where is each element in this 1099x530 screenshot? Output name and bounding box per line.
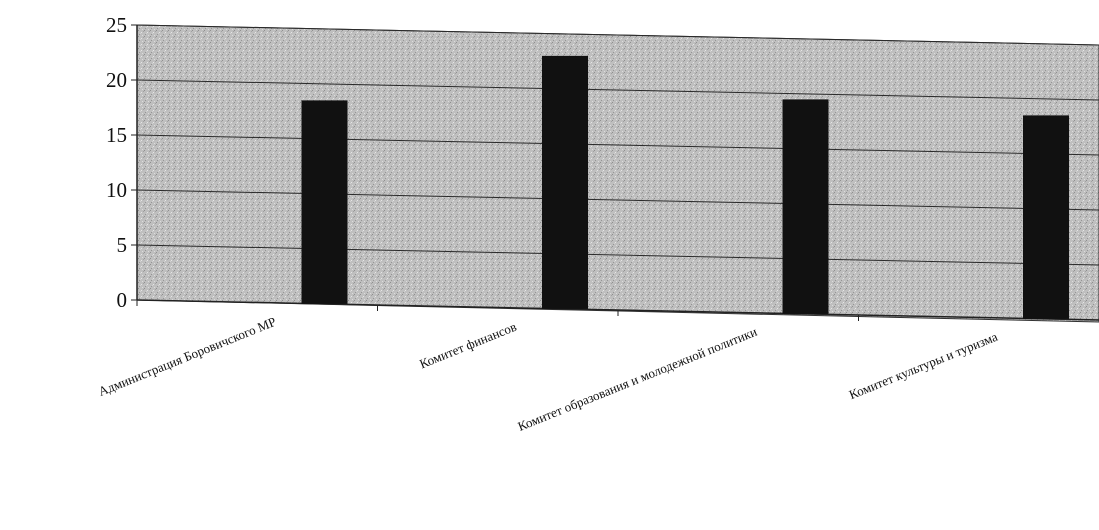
x-category-labels: Администрация Боровичского МР Комитет фин…: [96, 314, 1000, 434]
y-tick-labels: 0 5 10 15 20 25: [106, 13, 127, 312]
y-tick-label: 25: [106, 13, 127, 37]
gridline: [136, 244, 1099, 266]
x-category-label: Администрация Боровичского МР: [96, 314, 278, 399]
x-category-label: Комитет финансов: [417, 319, 518, 372]
gridline: [136, 134, 1099, 156]
bar-2: [542, 55, 588, 309]
y-tick-label: 0: [117, 288, 128, 312]
bars: [301, 55, 1069, 319]
plot-area: [136, 24, 1099, 323]
bar-3: [782, 99, 829, 314]
axes: [131, 24, 1099, 321]
gridline: [136, 189, 1099, 211]
bar-1: [301, 100, 348, 304]
bar-4: [1023, 115, 1069, 319]
x-category-label: Комитет культуры и туризма: [847, 329, 1000, 403]
y-tick-label: 20: [106, 68, 127, 92]
y-tick-label: 5: [117, 233, 128, 257]
y-tick-label: 10: [106, 178, 127, 202]
x-category-label: Комитет образования и молодежной политик…: [515, 324, 759, 434]
gridline: [136, 79, 1099, 101]
gridline: [136, 24, 1099, 46]
y-tick-label: 15: [106, 123, 127, 147]
